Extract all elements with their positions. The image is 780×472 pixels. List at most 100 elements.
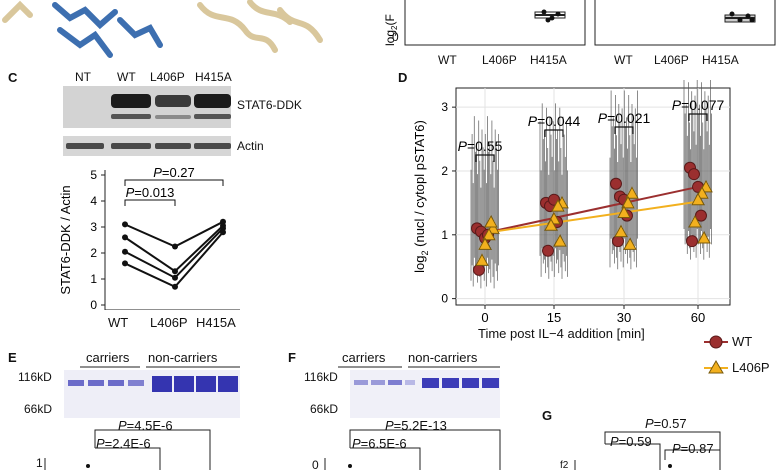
panel-c-letter: C — [8, 70, 18, 85]
panel-f-group-noncarriers: non-carriers — [408, 350, 478, 365]
panel-d-ytick-label: 0 — [441, 292, 448, 306]
lane-label-l406p: L406P — [150, 70, 185, 84]
panel-g-letter: G — [542, 408, 553, 423]
panel-g-p-label-2: P=0.59 — [610, 434, 652, 449]
panel-f-p-label-2: P=6.5E-6 — [352, 436, 407, 451]
panel-d-point-l406p — [475, 253, 489, 266]
panel-d-p-label: P=0.55 — [458, 138, 503, 154]
panel-c-xtick-wt: WT — [108, 315, 129, 330]
panel-d-xtick-label: 60 — [691, 310, 705, 325]
top-left-xtick-h415a: H415A — [530, 53, 567, 67]
panel-e-ytick: 1 — [36, 456, 43, 470]
panel-c-chart: 0 1 2 3 4 5 STAT6-DDK / Actin P=0.013 P=0.27 — [58, 165, 240, 310]
panel-d-ytick-label: 2 — [441, 164, 448, 178]
panel-c-point — [172, 243, 178, 250]
panel-c-ytick-label: 3 — [90, 220, 97, 234]
panel-c-ytick-label: 5 — [90, 168, 97, 182]
panel-c-ylabel: STAT6-DDK / Actin — [58, 185, 73, 294]
panel-d-point-l406p — [623, 237, 637, 250]
top-right-xtick-l406p: L406P — [654, 53, 689, 67]
legend-label-l406p: L406P — [732, 360, 770, 375]
panel-c-ytick-label: 1 — [90, 272, 97, 286]
panel-c-point — [122, 234, 128, 241]
panel-f-group-carriers: carriers — [342, 350, 386, 365]
panel-d-point-l406p — [551, 199, 565, 212]
panel-c-point — [122, 248, 128, 255]
panel-c-ytick-label: 4 — [90, 194, 97, 208]
panel-e-mw-116: 116kD — [18, 370, 52, 384]
panel-d-point-wt — [688, 168, 700, 181]
lane-label-h415a: H415A — [195, 70, 232, 84]
panel-d-xtick-label: 0 — [481, 310, 488, 325]
top-plots-frame — [404, 0, 776, 46]
panel-d-bracket — [544, 129, 564, 137]
top-right-xtick-h415a: H415A — [702, 53, 739, 67]
panel-f-stat-brackets — [324, 429, 501, 470]
panel-d-p-label: P=0.077 — [672, 97, 725, 113]
protein-structure-image — [2, 0, 323, 58]
lane-label-wt: WT — [117, 70, 136, 84]
panel-e-p-label-1: P=4.5E-6 — [118, 418, 173, 433]
structure-blue-helices — [52, 2, 163, 58]
panel-d-bracket — [614, 126, 634, 134]
panel-c-xtick-l406p: L406P — [150, 315, 188, 330]
panel-d-xtick-label: 15 — [547, 310, 561, 325]
panel-d-p-label: P=0.044 — [528, 113, 581, 129]
panel-e-stat-brackets — [44, 429, 211, 470]
panel-d-point-wt — [686, 235, 698, 248]
svg-text:log2(F: log2(F — [383, 14, 399, 46]
band-label-stat6: STAT6-DDK — [237, 98, 302, 112]
panel-e-letter: E — [8, 350, 17, 365]
panel-d-point-wt — [695, 209, 707, 222]
panel-d-point-l406p — [617, 205, 631, 218]
panel-d-ylabel: log2 (nucl / cytopl pSTAT6) — [412, 120, 430, 273]
western-blot-image — [63, 86, 231, 156]
panel-c-bracket-1 — [124, 199, 176, 206]
top-right-xtick-wt: WT — [614, 53, 633, 67]
panel-d-point-l406p — [621, 195, 635, 209]
band-label-actin: Actin — [237, 139, 264, 153]
panel-d-bracket — [688, 113, 708, 121]
panel-c-point — [220, 229, 226, 236]
panel-e-group-noncarriers: non-carriers — [148, 350, 218, 365]
panel-d-point-wt — [473, 263, 485, 276]
panel-d-point-l406p — [691, 192, 705, 206]
top-left-xtick-l406p: L406P — [482, 53, 517, 67]
panel-f-p-label-1: P=5.2E-13 — [385, 418, 447, 433]
panel-c-xtick-h415a: H415A — [196, 315, 236, 330]
panel-d-point-wt — [610, 177, 622, 190]
structure-tan-helices — [2, 0, 323, 53]
panel-d-point-l406p — [553, 234, 567, 247]
panel-c-p-label-1: P=0.013 — [126, 185, 175, 200]
panel-e-group-carriers: carriers — [86, 350, 130, 365]
panel-d-point-l406p — [482, 227, 496, 241]
panel-c-point — [172, 283, 178, 290]
panel-d-point-l406p — [614, 224, 628, 238]
panel-d-xtick-label: 30 — [617, 310, 631, 325]
panel-d-point-wt — [612, 235, 624, 248]
panel-c-point — [122, 260, 128, 267]
panel-g-p-label-3: P=0.87 — [672, 441, 714, 456]
panel-d-ytick-label: 3 — [441, 100, 448, 114]
panel-e-mw-66: 66kD — [24, 402, 53, 416]
panel-d-bracket — [475, 154, 495, 162]
panel-d-legend-symbols — [704, 335, 728, 374]
panel-c-point — [122, 221, 128, 228]
panel-d-fit-line — [484, 200, 699, 234]
panel-c-point — [172, 268, 178, 275]
panel-d-point-l406p — [688, 214, 702, 228]
panel-d-xlabel: Time post IL−4 addition [min] — [478, 326, 645, 341]
panel-f-letter: F — [288, 350, 296, 365]
panel-c-p-label-2: P=0.27 — [153, 165, 195, 180]
panel-d-point-l406p — [697, 230, 711, 244]
panel-d-fit-line — [484, 185, 699, 234]
top-ytick-zero: 0 — [392, 30, 399, 44]
panel-d-point-wt — [542, 244, 554, 257]
lane-label-nt: NT — [75, 70, 91, 84]
panel-d-letter: D — [398, 70, 408, 85]
panel-f-group-lines — [338, 366, 500, 368]
panel-g-stat-brackets: f2 — [560, 431, 721, 470]
panel-d-ytick-label: 1 — [441, 228, 448, 242]
top-left-h415a-box — [534, 9, 566, 23]
